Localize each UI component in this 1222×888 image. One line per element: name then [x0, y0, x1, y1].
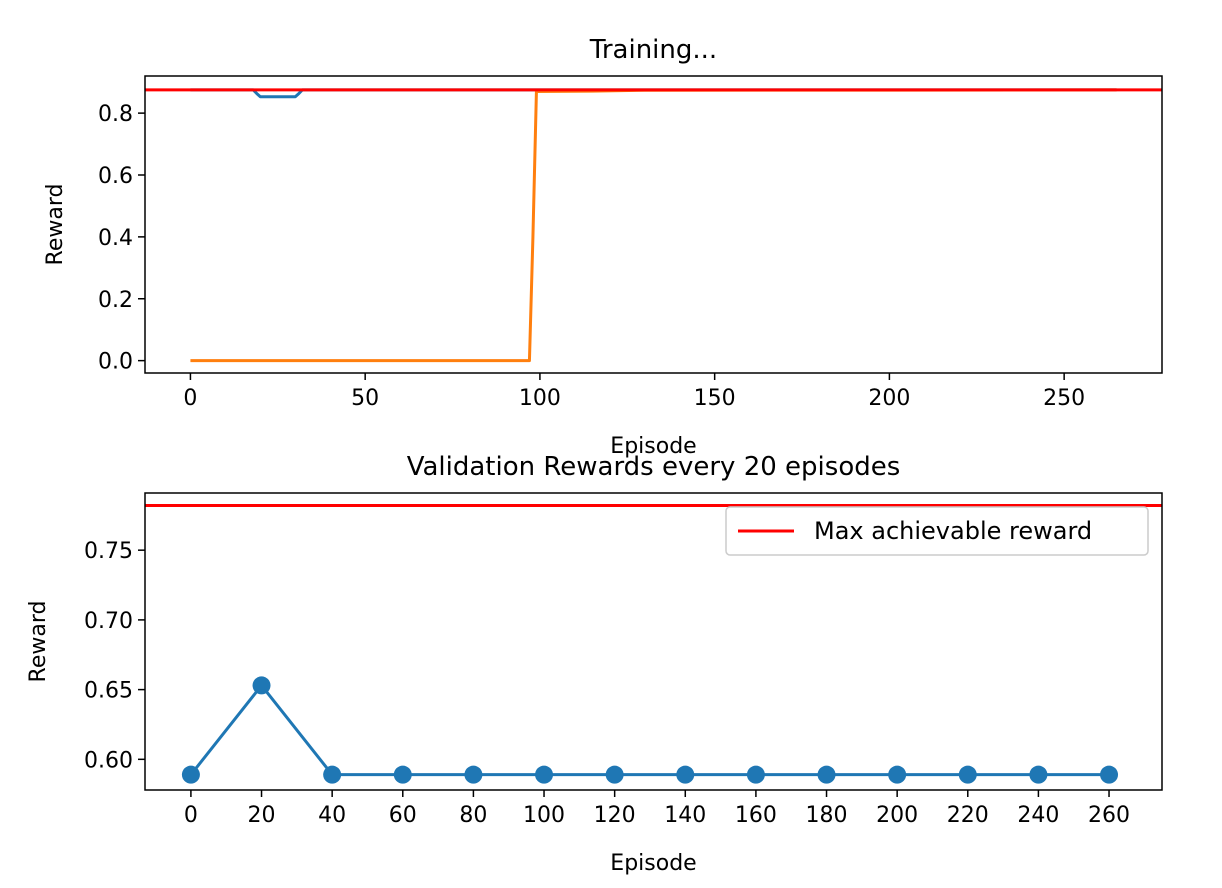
chart-2: Validation Rewards every 20 episodes 0 20 4…: [26, 452, 1163, 876]
x-tick-label: 180: [806, 803, 848, 828]
x-tick-label: 200: [868, 386, 910, 411]
x-axis-label: Episode: [610, 434, 696, 459]
x-tick-label: 220: [947, 803, 989, 828]
x-tick-label: 200: [876, 803, 918, 828]
x-tick-label: 260: [1088, 803, 1130, 828]
x-tick-label: 0: [184, 803, 198, 828]
y-axis-label: Reward: [26, 601, 51, 683]
data-point: [888, 765, 907, 784]
y-tick-label: 0.60: [84, 748, 133, 773]
x-tick-label: 60: [389, 803, 417, 828]
y-tick-label: 0.65: [84, 679, 133, 704]
x-tick-label: 0: [183, 386, 197, 411]
data-point: [252, 676, 271, 695]
data-point: [1100, 765, 1119, 784]
y-tick-label: 0.0: [98, 350, 133, 375]
data-point: [323, 765, 342, 784]
data-point: [535, 765, 554, 784]
axes-frame: [144, 492, 1163, 791]
x-tick-label: 250: [1043, 386, 1085, 411]
plot-area: [145, 504, 1162, 777]
x-tick-label: 40: [318, 803, 346, 828]
y-tick-label: 0.6: [98, 164, 133, 189]
data-point: [958, 765, 977, 784]
x-tick-label: 240: [1017, 803, 1059, 828]
data-point: [464, 765, 483, 784]
y-tick-label: 0.8: [98, 102, 133, 127]
x-tick-label: 100: [519, 386, 561, 411]
chart-1: Training... 0 50 100 150 200 250 0.0 0.2 0.4 0.6 0.…: [43, 35, 1163, 459]
chart-title: Validation Rewards every 20 episodes: [407, 452, 901, 482]
legend-label: Max achievable reward: [814, 517, 1092, 545]
x-tick-label: 80: [459, 803, 487, 828]
y-tick-label: 0.2: [98, 288, 133, 313]
x-tick-label: 20: [248, 803, 276, 828]
series-line-2: [190, 88, 1117, 363]
data-point: [817, 765, 836, 784]
data-point: [676, 765, 695, 784]
y-tick-label: 0.70: [84, 609, 133, 634]
x-tick-label: 120: [594, 803, 636, 828]
legend: Max achievable reward: [725, 506, 1149, 556]
x-axis-label: Episode: [610, 851, 696, 876]
y-tick-label: 0.4: [98, 226, 133, 251]
x-tick-label: 50: [351, 386, 379, 411]
data-point: [746, 765, 765, 784]
x-tick-label: 100: [523, 803, 565, 828]
data-point: [181, 765, 200, 784]
y-tick-label: 0.75: [84, 539, 133, 564]
chart-title: Training...: [589, 35, 717, 65]
data-point: [605, 765, 624, 784]
x-tick-label: 150: [694, 386, 736, 411]
axes-frame: [144, 75, 1163, 374]
series-line-1: [189, 683, 1110, 777]
data-point: [393, 765, 412, 784]
x-tick-label: 140: [664, 803, 706, 828]
legend-box: [725, 506, 1149, 556]
data-point: [1029, 765, 1048, 784]
x-tick-label: 160: [735, 803, 777, 828]
y-axis-label: Reward: [43, 184, 68, 266]
plot-area: [145, 88, 1162, 363]
